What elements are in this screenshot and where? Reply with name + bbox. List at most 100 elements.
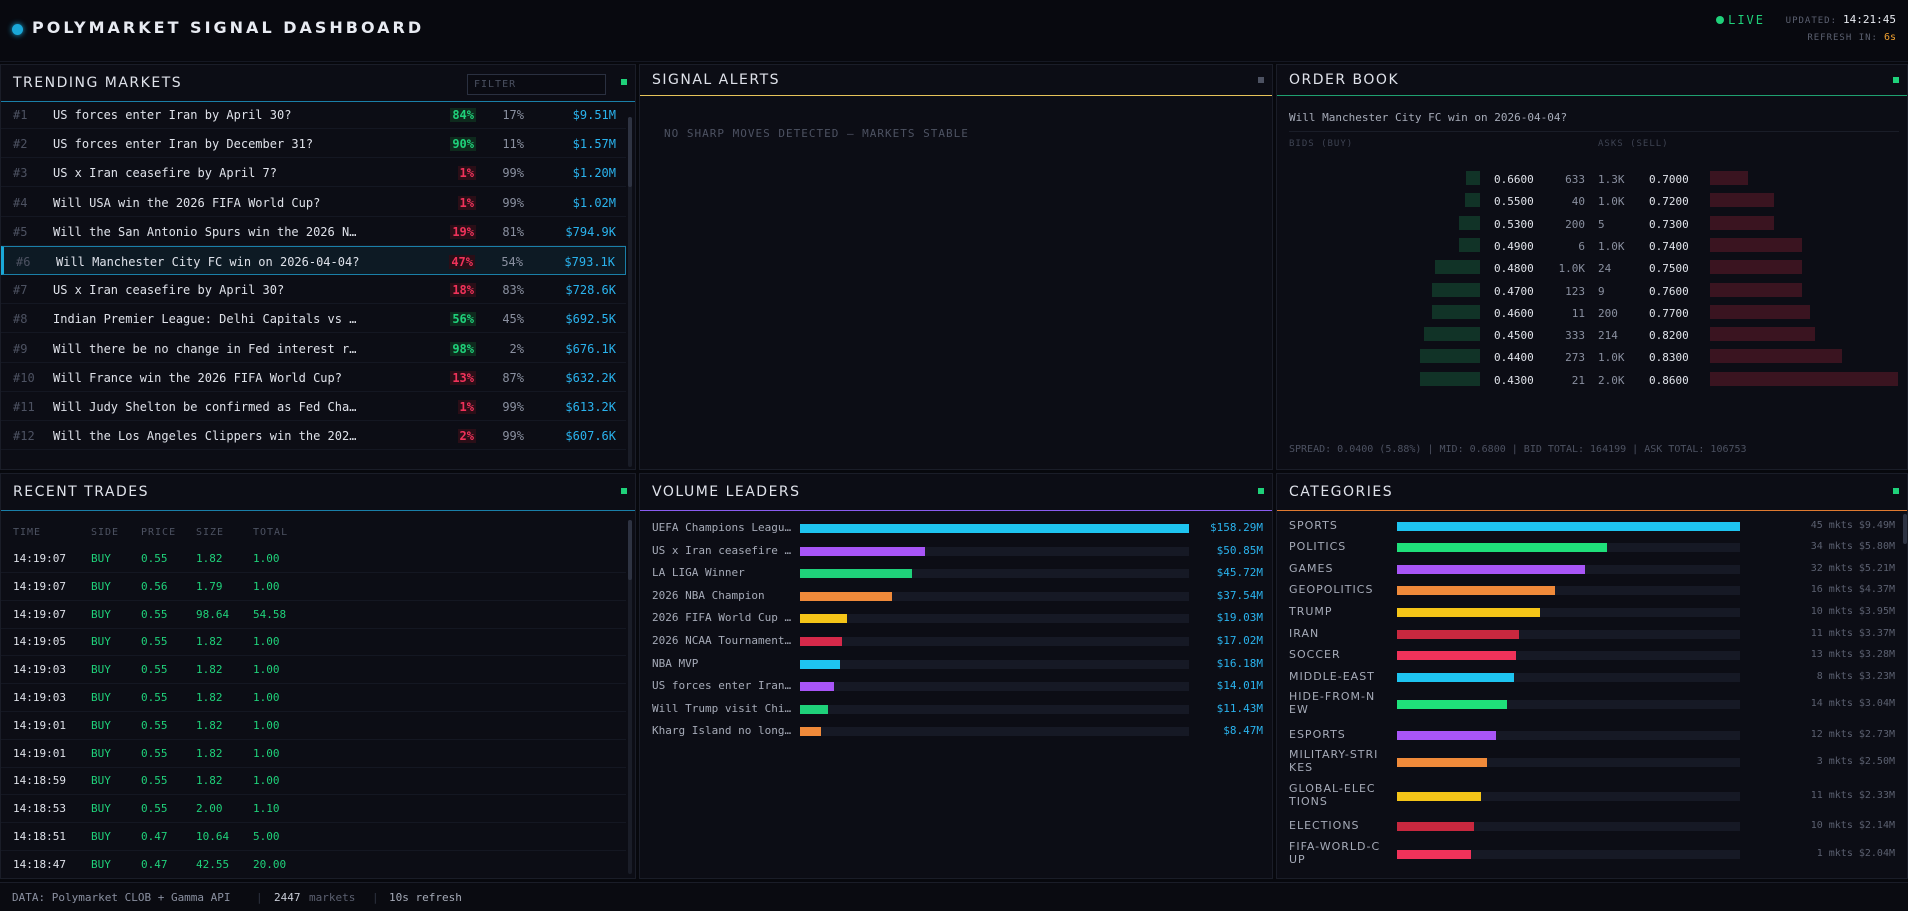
trade-size: 1.82 (196, 691, 223, 704)
trade-total: 1.00 (253, 746, 280, 760)
trade-total: 1.00 (253, 774, 280, 788)
volume-row[interactable]: NBA MVP $16.18M (640, 653, 1272, 675)
filter-input[interactable] (467, 74, 606, 95)
categories-panel: CATEGORIES SPORTS 45 mkts $9.49M POLITICS 3… (1276, 473, 1908, 879)
volume-row[interactable]: US x Iran ceasefire … $50.85M (640, 540, 1272, 562)
trade-price: 0.55 (141, 663, 168, 677)
ask-depth-bar (1710, 193, 1774, 208)
bid-size: 6 (1578, 239, 1585, 253)
panel-title: VOLUME LEADERS (652, 484, 801, 500)
ask-price: 0.7300 (1649, 217, 1689, 231)
market-scrollbar-thumb[interactable] (628, 117, 632, 187)
volume-row[interactable]: LA LIGA Winner $45.72M (640, 562, 1272, 584)
ask-price: 0.8200 (1649, 329, 1689, 343)
trade-time: 14:19:07 (13, 579, 66, 593)
volume-row[interactable]: Kharg Island no long… $8.47M (640, 720, 1272, 742)
market-rank: #11 (13, 400, 35, 414)
market-row[interactable]: #7 US x Iran ceasefire by April 30? 18% 83%… (1, 275, 626, 305)
volume-row[interactable]: 2026 NBA Champion $37.54M (640, 585, 1272, 607)
market-row[interactable]: #11 Will Judy Shelton be confirmed as Fed… (1, 392, 626, 421)
market-question: Will Judy Shelton be confirmed as Fed Ch… (53, 400, 357, 414)
trade-total: 1.10 (253, 802, 280, 816)
ask-price: 0.7000 (1649, 173, 1689, 186)
volume-bar-track (800, 546, 1189, 556)
trades-scrollbar-thumb[interactable] (628, 520, 632, 580)
category-name: IRAN (1289, 627, 1320, 640)
trade-total: 1.00 (253, 552, 280, 565)
market-volume: $1.57M (572, 137, 616, 152)
market-row[interactable]: #4 Will USA win the 2026 FIFA World Cup? 1… (1, 188, 626, 217)
trade-size: 1.82 (196, 552, 223, 565)
bid-size: 633 (1565, 173, 1585, 186)
ask-size: 200 (1598, 306, 1618, 320)
market-row[interactable]: #1 US forces enter Iran by April 30? 84% 17… (1, 100, 626, 129)
trade-time: 14:19:07 (13, 552, 66, 565)
bid-depth-bar (1459, 215, 1480, 230)
category-bar (1397, 608, 1540, 617)
market-row[interactable]: #9 Will there be no change in Fed interes… (1, 334, 626, 363)
market-volume: $1.02M (572, 195, 616, 210)
volume-bar (800, 569, 912, 579)
market-scrollbar[interactable] (628, 117, 632, 467)
volume-row[interactable]: US forces enter Iran… $14.01M (640, 675, 1272, 697)
market-question: Indian Premier League: Delhi Capitals vs… (53, 312, 357, 327)
status-square-icon (621, 79, 627, 85)
trade-price: 0.55 (141, 746, 168, 760)
volume-bar (800, 546, 925, 556)
trade-side: BUY (91, 607, 111, 621)
categories-scrollbar-thumb[interactable] (1903, 514, 1907, 544)
bid-price: 0.6600 (1494, 173, 1534, 186)
trade-price: 0.55 (141, 691, 168, 704)
order-book-row: 0.6600 633 1.3K 0.7000 (1277, 167, 1907, 193)
category-bar (1397, 850, 1471, 859)
market-row[interactable]: #2 US forces enter Iran by December 31? 90… (1, 129, 626, 159)
volume-market-name: 2026 NBA Champion (652, 588, 765, 602)
volume-value: $14.01M (1216, 679, 1263, 693)
divider (1289, 131, 1899, 132)
bid-price: 0.4700 (1494, 284, 1534, 298)
trade-total: 1.00 (253, 663, 280, 677)
trade-row: 14:19:07 BUY 0.56 1.79 1.00 (1, 573, 626, 601)
ask-size: 2.0K (1598, 373, 1625, 387)
volume-row[interactable]: 2026 NCAA Tournament… $17.02M (640, 630, 1272, 652)
market-row[interactable]: #3 US x Iran ceasefire by April 7? 1% 99% $1… (1, 158, 626, 188)
market-volume: $632.2K (565, 370, 616, 385)
bid-size: 21 (1571, 373, 1585, 387)
volume-row[interactable]: UEFA Champions Leagu… $158.29M (640, 517, 1272, 539)
market-row[interactable]: #10 Will France win the 2026 FIFA World C… (1, 363, 626, 392)
updated-label: UPDATED: (1785, 16, 1838, 26)
ask-size: 1.0K (1598, 195, 1625, 209)
market-row[interactable]: #6 Will Manchester City FC win on 2026-04… (1, 246, 626, 275)
bid-size: 40 (1571, 195, 1585, 209)
yes-percent: 47% (449, 255, 475, 269)
panel-accent-line (1, 510, 635, 511)
trade-row: 14:19:03 BUY 0.55 1.82 1.00 (1, 684, 626, 712)
category-bar (1397, 822, 1474, 831)
trade-side: BUY (91, 552, 111, 565)
trade-side: BUY (91, 579, 111, 593)
volume-row[interactable]: Will Trump visit Chi… $11.43M (640, 698, 1272, 720)
order-book-row: 0.4800 1.0K 24 0.7500 (1277, 256, 1907, 282)
trades-scrollbar[interactable] (628, 520, 632, 874)
volume-bar-track (800, 682, 1189, 692)
category-name: SOCCER (1289, 648, 1341, 661)
order-book-row: 0.5500 40 1.0K 0.7200 (1277, 189, 1907, 215)
category-name: HIDE-FROM-NEW (1289, 690, 1376, 716)
category-bar-track (1397, 822, 1740, 831)
ask-price: 0.7700 (1649, 306, 1689, 320)
volume-market-name: 2026 NCAA Tournament… (652, 634, 792, 647)
no-percent: 17% (502, 108, 524, 122)
trending-markets-panel: TRENDING MARKETS #1 US forces enter Iran … (0, 64, 636, 470)
market-row[interactable]: #12 Will the Los Angeles Clippers win the… (1, 421, 626, 451)
category-stats: 32 mkts $5.21M (1810, 563, 1895, 574)
market-rank: #4 (13, 195, 28, 210)
volume-bar-track (800, 659, 1189, 669)
market-row[interactable]: #5 Will the San Antonio Spurs win the 202… (1, 217, 626, 246)
category-stats: 1 mkts $2.04M (1816, 848, 1895, 859)
yes-percent: 13% (450, 370, 476, 385)
trade-price: 0.55 (141, 774, 168, 788)
category-name: POLITICS (1289, 540, 1347, 553)
trade-price: 0.55 (141, 552, 168, 565)
volume-row[interactable]: 2026 FIFA World Cup … $19.03M (640, 607, 1272, 629)
market-row[interactable]: #8 Indian Premier League: Delhi Capitals … (1, 304, 626, 334)
